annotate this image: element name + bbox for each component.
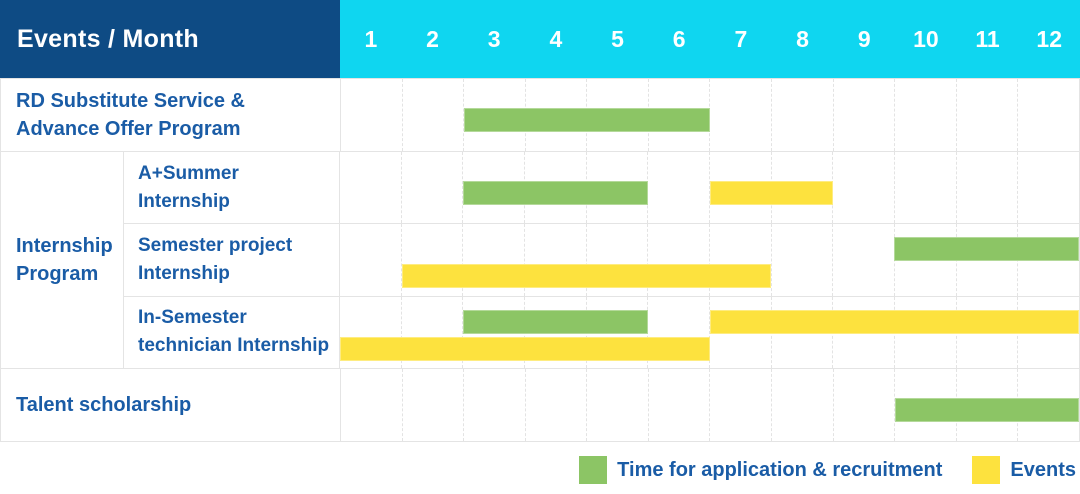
- label-line: Internship: [138, 262, 230, 284]
- recruitment-bar: [464, 108, 710, 133]
- month-grid-canvas: [340, 152, 1079, 224]
- label-line: Semester project: [138, 234, 293, 256]
- month-header-1: 1: [364, 25, 378, 52]
- month-cell-7: [709, 79, 771, 151]
- month-cell-4: [524, 224, 586, 296]
- table-row-semester-project-internship: Semester project Internship: [124, 223, 1079, 296]
- month-header-5: 5: [611, 25, 624, 52]
- event-bar: [340, 336, 710, 361]
- row-label: In-Semester technician Internship: [124, 296, 340, 368]
- month-cell-12: [1017, 79, 1079, 151]
- month-cell-6: [647, 369, 710, 441]
- header-title-cell: Events / Month: [0, 0, 340, 78]
- table-row-in-semester-technician-internship: In-Semester technician Internship: [124, 295, 1079, 368]
- label-line: Internship: [138, 190, 230, 212]
- month-cell-1: [341, 79, 402, 151]
- month-cell-3: [462, 224, 524, 296]
- row-label: Talent scholarship: [1, 369, 341, 441]
- label-line: Talent scholarship: [16, 394, 192, 416]
- month-cell-9: [832, 152, 894, 224]
- group-label: Internship Program: [1, 152, 124, 368]
- month-cell-8: [771, 79, 833, 151]
- month-header-12: 12: [1036, 25, 1063, 52]
- legend: Time for application & recruitment Event…: [0, 449, 1076, 491]
- recruitment-bar: [894, 398, 1079, 423]
- row-label: RD Substitute Service & Advance Offer Pro…: [1, 79, 341, 151]
- month-grid-canvas: [340, 224, 1079, 296]
- month-cell-2: [400, 296, 463, 368]
- month-cell-3: [462, 296, 524, 368]
- month-cell-12: [1017, 152, 1079, 224]
- events-table: Events / Month 1 2 3 4 5 6 7 8 9 10 11 12 RD Substi…: [0, 0, 1080, 442]
- group-subrows: A+Summer Internship Semester project Intern…: [124, 152, 1079, 368]
- month-grid-canvas: [341, 79, 1079, 151]
- label-line: Program: [16, 263, 99, 285]
- month-cell-11: [955, 152, 1018, 224]
- month-header-7: 7: [734, 25, 748, 52]
- month-cell-6: [647, 152, 709, 224]
- month-grid-canvas: [341, 369, 1079, 441]
- label-line: technician Internship: [138, 335, 330, 357]
- month-cell-5: [585, 224, 648, 296]
- month-header-8: 8: [796, 25, 809, 52]
- month-cell-7: [709, 224, 771, 296]
- month-cell-6: [647, 224, 709, 296]
- table-header: Events / Month 1 2 3 4 5 6 7 8 9 10 11 12: [0, 0, 1080, 78]
- month-cell-2: [400, 152, 463, 224]
- month-grid-canvas: [340, 296, 1079, 368]
- month-header-4: 4: [549, 25, 563, 52]
- month-cell-9: [832, 79, 895, 151]
- month-cell-8: [771, 369, 833, 441]
- month-cell-7: [709, 369, 771, 441]
- month-cell-10: [894, 79, 956, 151]
- row-label: Semester project Internship: [124, 224, 340, 296]
- month-header-10: 10: [913, 25, 939, 52]
- recruitment-legend-label: Time for application & recruitment: [617, 458, 943, 481]
- events-swatch-icon: [972, 456, 1001, 484]
- label-line: Internship: [16, 235, 113, 257]
- table-row-a-summer-internship: A+Summer Internship: [124, 152, 1079, 224]
- label-line: In-Semester: [138, 307, 247, 329]
- month-cell-5: [586, 369, 648, 441]
- label-line: A+Summer: [138, 162, 239, 184]
- page-title: Events / Month: [17, 24, 199, 53]
- month-header-6: 6: [672, 25, 686, 52]
- month-cell-2: [401, 369, 464, 441]
- recruitment-bar: [894, 237, 1079, 262]
- month-cell-1: [341, 369, 402, 441]
- month-cell-10: [894, 152, 956, 224]
- month-header-3: 3: [487, 25, 501, 52]
- event-bar: [709, 309, 1079, 334]
- month-cell-9: [832, 369, 895, 441]
- month-cell-11: [955, 79, 1018, 151]
- month-cell-8: [770, 224, 833, 296]
- gantt-rows: RD Substitute Service & Advance Offer Pro…: [1, 78, 1079, 441]
- table-row-rd-substitute-service-advance-offer-program: RD Substitute Service & Advance Offer Pro…: [1, 78, 1079, 151]
- label-line: Advance Offer Program: [16, 118, 241, 140]
- recruitment-bar: [463, 309, 648, 334]
- month-header-2: 2: [426, 25, 439, 52]
- event-bar: [401, 264, 772, 289]
- month-cell-2: [400, 224, 463, 296]
- month-header-row: 1 2 3 4 5 6 7 8 9 10 11 12: [340, 0, 1080, 78]
- month-cell-3: [463, 79, 525, 151]
- month-header-9: 9: [857, 25, 871, 52]
- recruitment-bar: [463, 180, 648, 205]
- event-bar: [709, 180, 833, 205]
- month-cell-3: [462, 152, 524, 224]
- month-cell-1: [340, 152, 401, 223]
- row-label: A+Summer Internship: [124, 152, 340, 224]
- month-cell-1: [340, 224, 401, 295]
- group-row-internship-program: Internship Program A+Summer Internship Semes…: [1, 151, 1079, 368]
- events-legend-label: Events: [1010, 458, 1076, 481]
- month-header-11: 11: [975, 25, 1000, 52]
- month-cell-3: [463, 369, 525, 441]
- label-line: RD Substitute Service &: [16, 90, 245, 112]
- recruitment-swatch-icon: [579, 456, 608, 484]
- month-cell-4: [524, 369, 587, 441]
- month-cell-9: [832, 224, 894, 296]
- table-row-talent-scholarship: Talent scholarship: [1, 368, 1079, 441]
- month-cell-2: [401, 79, 464, 151]
